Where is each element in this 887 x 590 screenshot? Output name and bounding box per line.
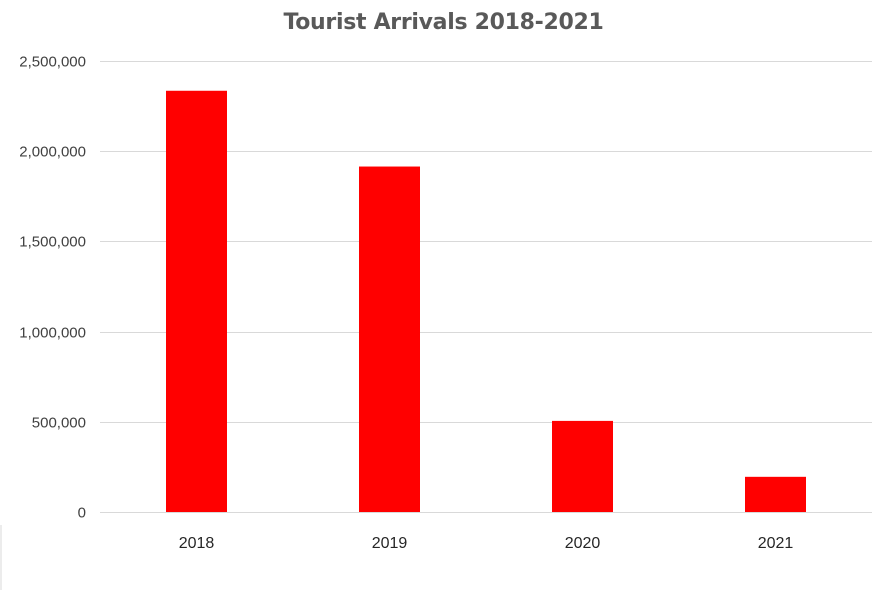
y-tick-label: 0 xyxy=(78,505,86,522)
y-tick-label: 500,000 xyxy=(32,415,86,432)
y-tick-label: 2,000,000 xyxy=(19,144,86,161)
x-tick-label: 2020 xyxy=(565,535,601,552)
y-tick-label: 1,500,000 xyxy=(19,234,86,251)
x-tick-label: 2021 xyxy=(758,535,794,552)
bar-2021 xyxy=(745,476,806,512)
x-tick-label: 2018 xyxy=(179,535,215,552)
bar-2019 xyxy=(359,166,420,512)
x-tick-label: 2019 xyxy=(372,535,408,552)
y-tick-label: 2,500,000 xyxy=(19,54,86,71)
x-axis-ticks: 2018 2019 2020 2021 xyxy=(179,535,794,552)
y-tick-label: 1,000,000 xyxy=(19,325,86,342)
bar-2020 xyxy=(552,420,613,512)
y-axis-ticks: 0 500,000 1,000,000 1,500,000 2,000,000 2,500… xyxy=(19,54,86,522)
chart-title: Tourist Arrivals 2018-2021 xyxy=(283,10,604,35)
bar-2018 xyxy=(166,90,227,513)
bars xyxy=(166,90,806,513)
gridlines xyxy=(100,61,872,513)
